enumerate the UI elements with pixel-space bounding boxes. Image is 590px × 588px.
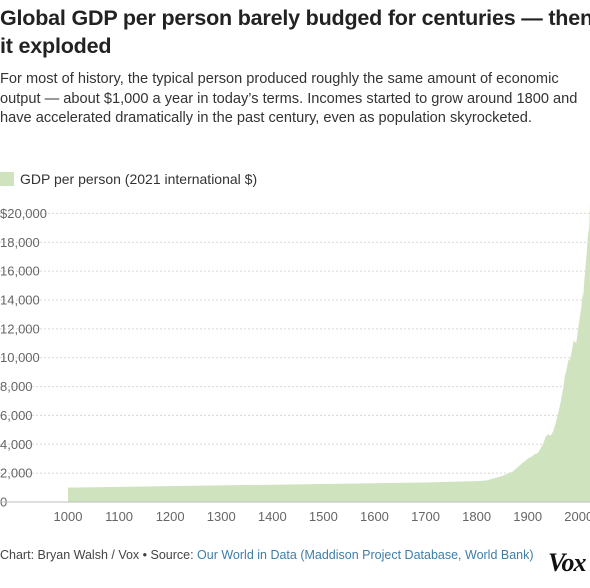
chart-legend: GDP per person (2021 international $) [0, 170, 257, 188]
x-tick-label: 1500 [309, 509, 338, 524]
y-tick-label: 2,000 [0, 466, 33, 481]
x-tick-label: 1000 [54, 509, 83, 524]
source-credit: Chart: Bryan Walsh / Vox • Source: [0, 548, 198, 562]
x-tick-label: 1800 [462, 509, 491, 524]
x-tick-label: 1100 [105, 509, 133, 524]
y-tick-label: $20,000 [0, 206, 47, 221]
y-tick-label: 8,000 [0, 379, 33, 394]
chart-subtitle: For most of history, the typical person … [0, 71, 578, 126]
y-tick-label: 10,000 [0, 350, 40, 365]
x-tick-label: 1900 [513, 509, 542, 524]
gdp-area-chart: 02,0004,0006,0008,00010,00012,00014,0001… [0, 203, 590, 524]
legend-swatch [0, 172, 14, 186]
y-tick-label: 18,000 [0, 235, 40, 250]
x-tick-label: 1600 [360, 509, 389, 524]
x-tick-label: 2000 [564, 509, 590, 524]
chart-title: Global GDP per person barely budged for … [0, 6, 590, 58]
x-tick-label: 1700 [411, 509, 440, 524]
source-link[interactable]: Our World in Data (Maddison Project Data… [197, 548, 534, 562]
chart-source: Chart: Bryan Walsh / Vox • Source: Our W… [0, 547, 540, 563]
y-tick-label: 14,000 [0, 293, 40, 308]
x-tick-label: 1300 [207, 509, 236, 524]
legend-label: GDP per person (2021 international $) [20, 171, 258, 187]
y-tick-label: 16,000 [0, 264, 40, 279]
gdp-area [68, 203, 590, 502]
x-tick-label: 1400 [258, 509, 287, 524]
vox-logo: Vox [548, 548, 586, 577]
y-tick-label: 6,000 [0, 408, 33, 423]
y-tick-label: 12,000 [0, 321, 40, 336]
y-tick-label: 4,000 [0, 437, 33, 452]
x-tick-label: 1200 [156, 509, 185, 524]
